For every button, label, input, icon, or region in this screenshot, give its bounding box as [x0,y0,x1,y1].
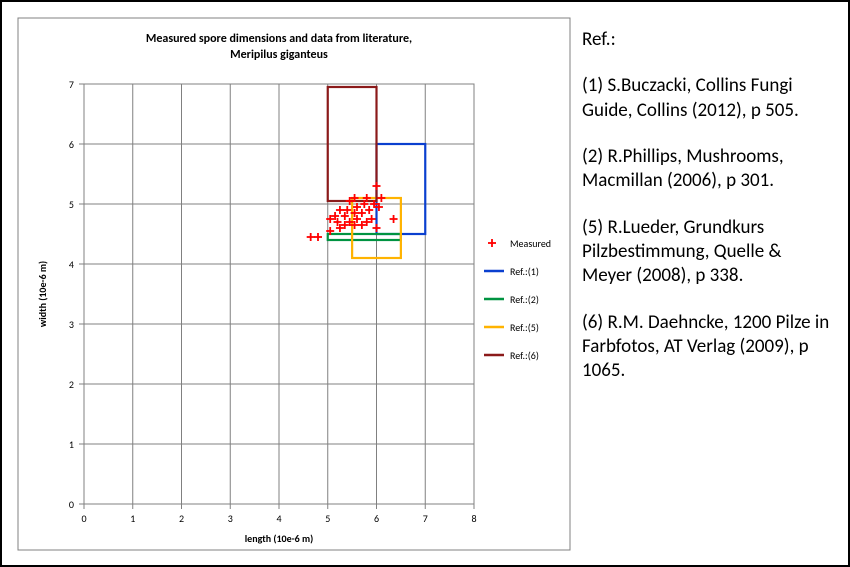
references-panel: Ref.: (1) S.Buczacki, Collins Fungi Guid… [574,14,830,553]
svg-text:Meripilus giganteus: Meripilus giganteus [230,48,328,62]
svg-text:2: 2 [179,512,184,525]
svg-text:3: 3 [69,318,74,331]
svg-text:Ref.:(1): Ref.:(1) [510,265,539,278]
svg-text:4: 4 [69,258,74,271]
svg-text:Ref.:(6): Ref.:(6) [510,349,539,362]
svg-text:Ref.:(2): Ref.:(2) [510,293,539,306]
svg-text:1: 1 [69,438,74,451]
ref-6: (6) R.M. Daehncke, 1200 Pilze in Farbfot… [582,311,830,384]
refs-heading: Ref.: [582,28,830,52]
svg-text:length (10e-6 m): length (10e-6 m) [245,532,314,545]
svg-text:0: 0 [81,512,86,525]
spore-chart: Measured spore dimensions and data from … [14,14,574,554]
svg-text:width (10e-6 m): width (10e-6 m) [36,261,49,327]
svg-text:5: 5 [325,512,330,525]
svg-text:4: 4 [276,512,281,525]
svg-text:1: 1 [130,512,135,525]
svg-text:3: 3 [228,512,233,525]
ref-5: (5) R.Lueder, Grundkurs Pilzbestimmung, … [582,216,830,289]
svg-text:0: 0 [69,498,74,511]
chart-container: Measured spore dimensions and data from … [14,14,574,553]
svg-text:6: 6 [374,512,379,525]
svg-text:7: 7 [423,512,428,525]
svg-text:6: 6 [69,138,74,151]
svg-text:2: 2 [69,378,74,391]
svg-text:Measured spore dimensions and: Measured spore dimensions and data from … [146,32,412,46]
svg-text:7: 7 [69,78,74,91]
page-frame: Measured spore dimensions and data from … [0,0,850,567]
ref-2: (2) R.Phillips, Mushrooms, Macmillan (20… [582,145,830,194]
svg-text:8: 8 [471,512,476,525]
svg-text:5: 5 [69,198,74,211]
svg-text:Measured: Measured [510,237,551,250]
ref-1: (1) S.Buczacki, Collins Fungi Guide, Col… [582,74,830,123]
svg-text:Ref.:(5): Ref.:(5) [510,321,539,334]
